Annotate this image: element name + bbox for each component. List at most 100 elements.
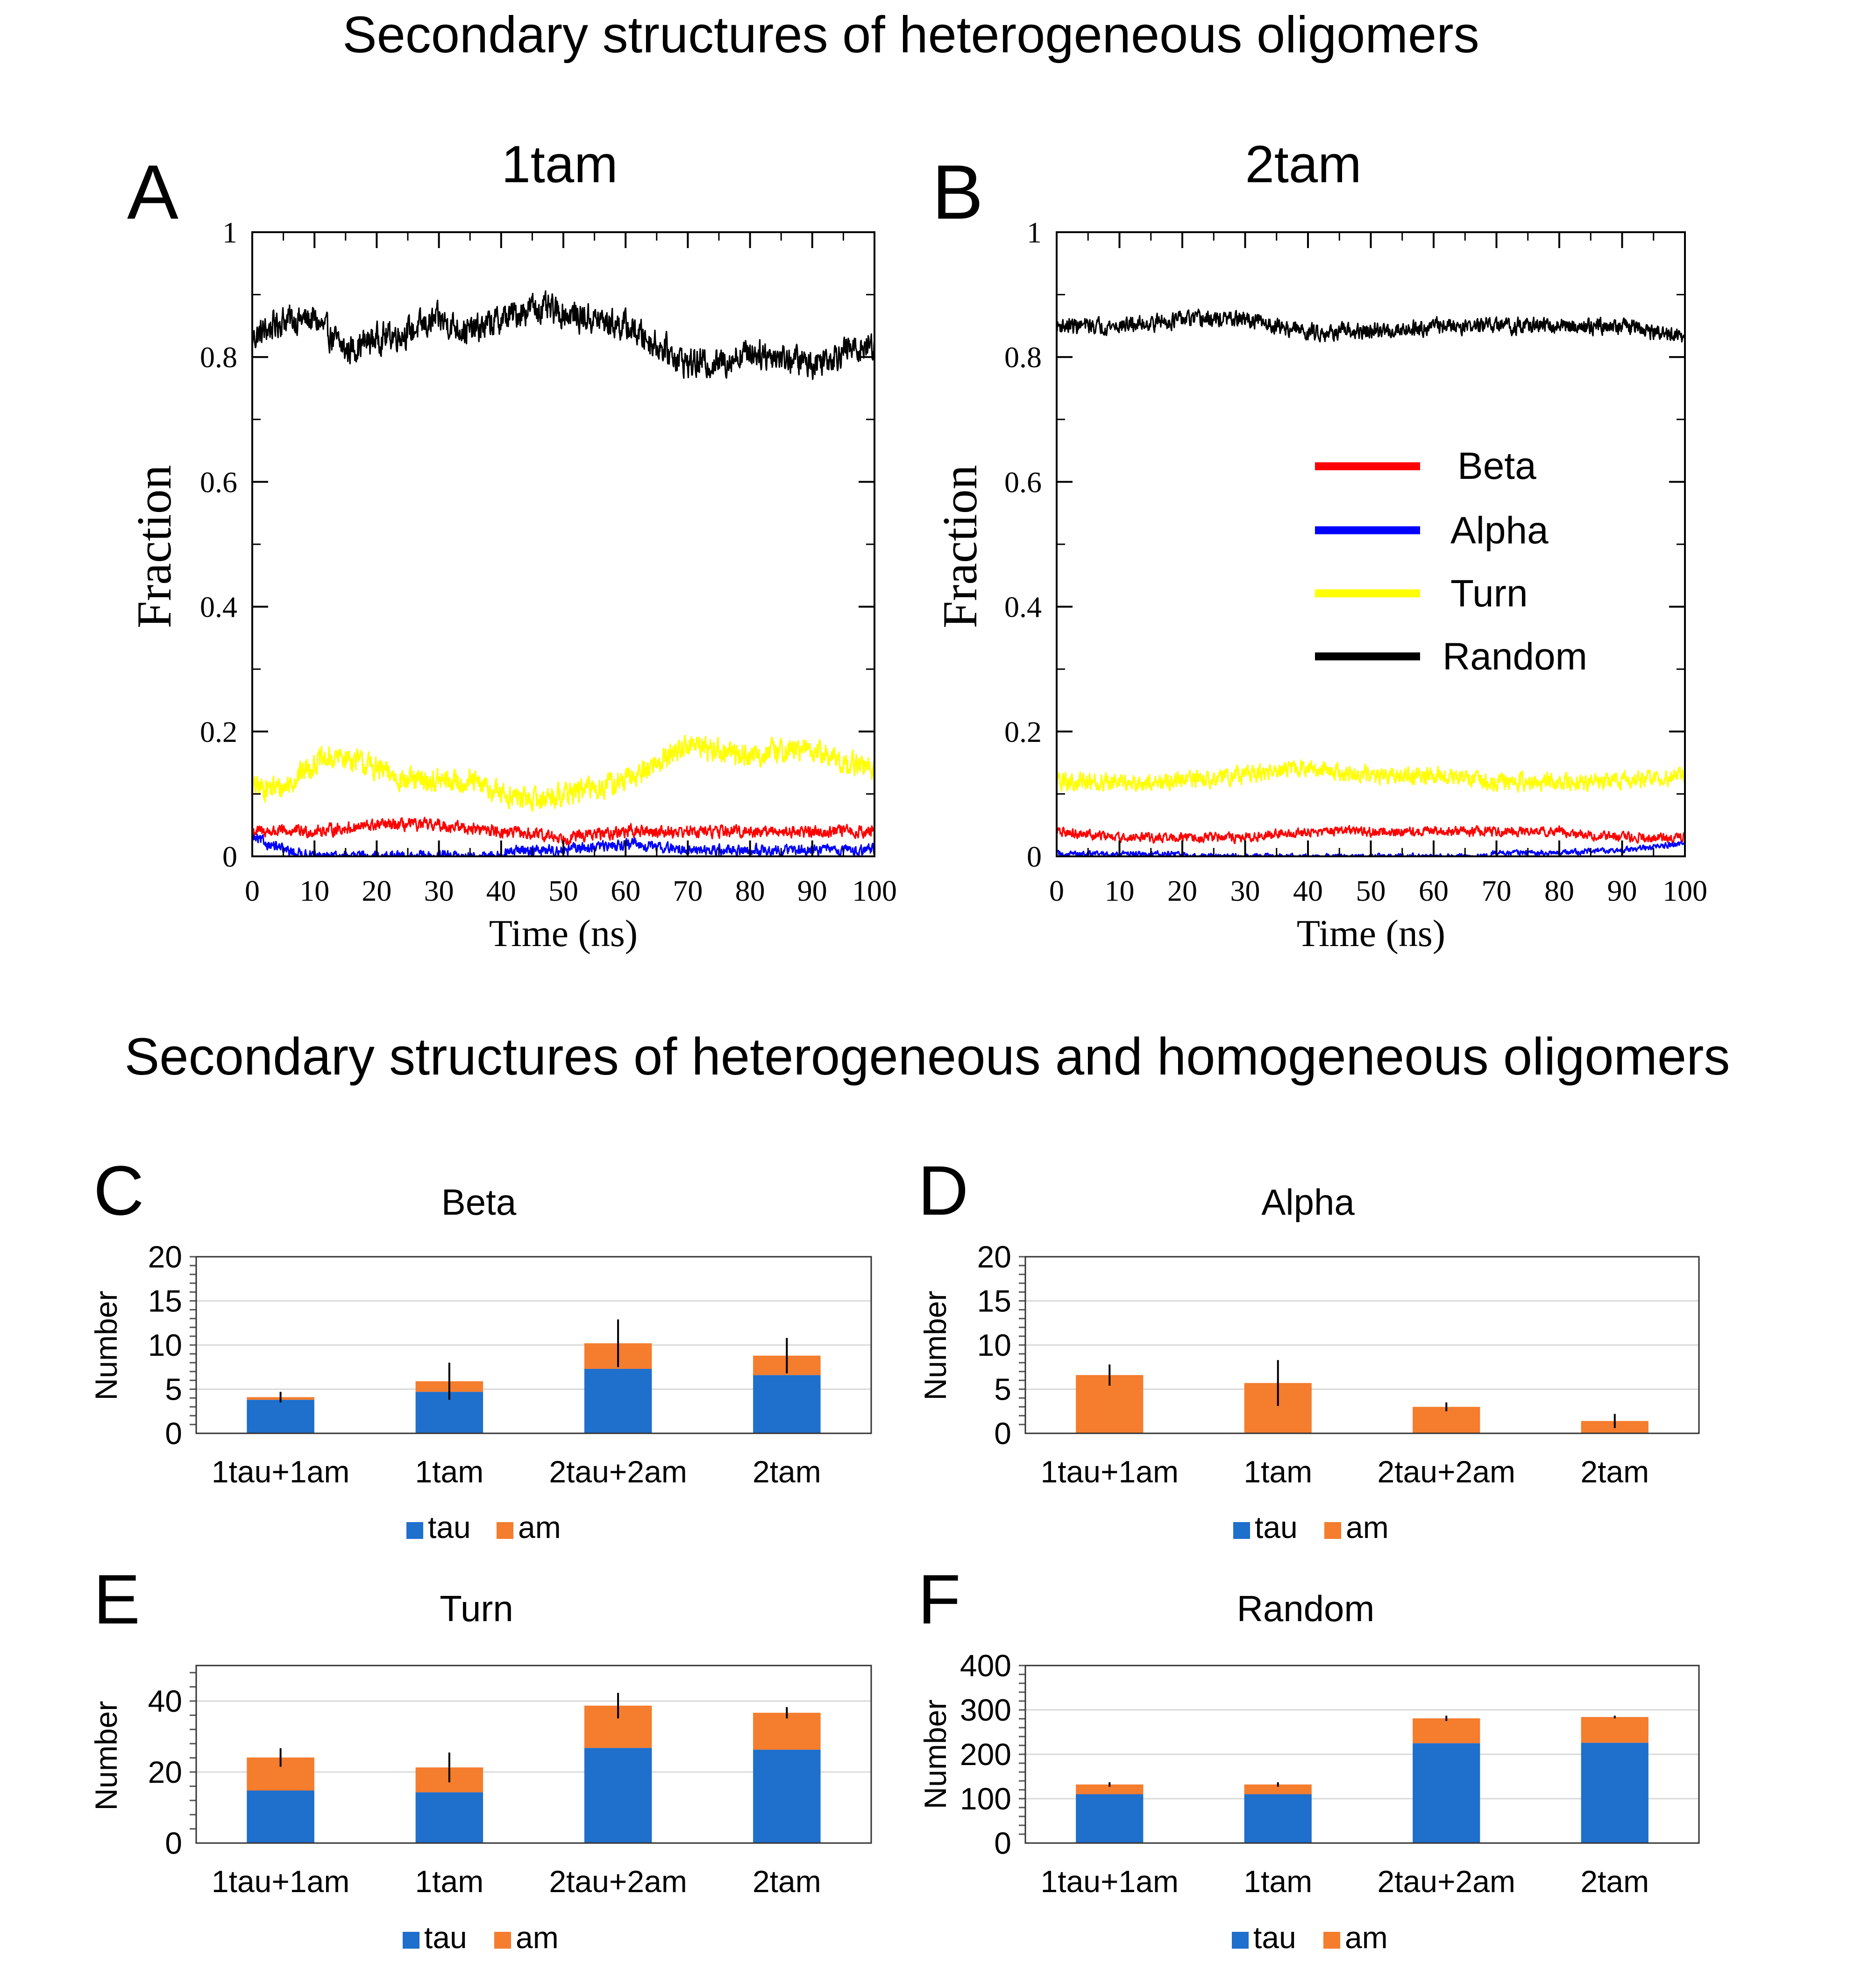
panel-e-frame: [195, 1665, 872, 1844]
panel-letter-b: B: [932, 149, 983, 235]
panel-letter-a: A: [127, 149, 178, 235]
panel-a: A 1tam 0 10 20 30 40 50 60 70 80 90 100 0 0.2 0.4 0.6 0…: [127, 135, 897, 954]
panel-f-bar-am: [1076, 1784, 1144, 1794]
panel-b-y-tick-label: 0: [1027, 840, 1042, 873]
panel-d-legend-tau-swatch: [1233, 1522, 1250, 1539]
panel-b-title: 2tam: [1245, 135, 1362, 193]
top-heading: Secondary structures of heterogeneous ol…: [342, 6, 1479, 64]
panel-b-y-axis-label: Fraction: [932, 465, 987, 628]
panel-f-title: Random: [1237, 1588, 1375, 1629]
panel-b-y-tick-label: 0.8: [1004, 341, 1042, 374]
panel-d-category-label: 2tam: [1580, 1454, 1649, 1489]
panel-f-legend-tau-label: tau: [1253, 1920, 1296, 1955]
panel-d-y-tick-label: 15: [977, 1284, 1011, 1318]
panel-a-x-tick-label: 10: [299, 874, 329, 907]
panel-a-series-turn: [251, 734, 875, 812]
panel-c-frame: [195, 1256, 872, 1434]
panel-e-legend-am-label: am: [516, 1920, 559, 1955]
panel-c-bar-tau: [753, 1375, 821, 1433]
panel-a-x-tick-label: 60: [611, 874, 640, 907]
panel-c-legend-am-swatch: [497, 1522, 513, 1539]
panel-d-category-label: 1tau+1am: [1041, 1454, 1179, 1489]
panel-a-x-tick-label: 30: [424, 874, 454, 907]
panel-b-series-random: [1056, 308, 1686, 343]
panel-f-y-tick-label: 100: [960, 1781, 1011, 1816]
panel-c-y-tick-label: 5: [165, 1372, 182, 1407]
panel-f-y-tick-label: 300: [960, 1693, 1011, 1727]
panel-b-x-tick-label: 10: [1105, 874, 1135, 907]
panel-letter-d: D: [918, 1151, 968, 1230]
panel-a-y-axis-label: Fraction: [127, 465, 181, 628]
panel-f-y-axis-label: Number: [918, 1700, 952, 1809]
legend-random-label: Random: [1443, 635, 1587, 678]
panel-d-title: Alpha: [1261, 1182, 1355, 1223]
panel-f-category-label: 1tau+1am: [1041, 1864, 1179, 1899]
panel-a-x-tick-label: 40: [486, 874, 516, 907]
panel-a-y-tick-label: 0.2: [200, 715, 237, 748]
panel-e-bar-tau: [415, 1792, 483, 1843]
legend-turn-label: Turn: [1450, 572, 1528, 615]
panel-e-bar-tau: [753, 1750, 821, 1843]
panel-a-x-tick-label: 20: [362, 874, 391, 907]
panel-d-y-tick-label: 20: [977, 1239, 1011, 1274]
panel-b-x-tick-label: 90: [1607, 874, 1637, 907]
bottom-heading: Secondary structures of heterogeneous an…: [125, 1027, 1730, 1086]
panel-c-bar-tau: [247, 1400, 314, 1433]
panel-b-x-tick-label: 0: [1049, 874, 1064, 907]
panel-f-y-tick-label: 200: [960, 1737, 1011, 1772]
panel-c-legend-am-label: am: [518, 1510, 561, 1545]
panel-d-y-tick-label: 0: [994, 1416, 1011, 1451]
panel-e-category-label: 2tau+2am: [549, 1864, 687, 1899]
panel-a-x-tick-label: 0: [245, 874, 260, 907]
panel-b-x-tick-label: 100: [1663, 874, 1707, 907]
panel-a-series-beta: [251, 817, 875, 846]
panel-f-bar-tau: [1076, 1794, 1144, 1843]
panel-e-y-tick-label: 0: [165, 1826, 182, 1860]
panel-b-y-tick-label: 0.4: [1004, 591, 1042, 624]
panel-b-series-turn: [1056, 759, 1686, 793]
panel-f-category-label: 2tam: [1580, 1864, 1649, 1899]
panel-d-legend-am-label: am: [1346, 1510, 1389, 1545]
panel-f-bar-tau: [1581, 1743, 1649, 1843]
panel-c-category-label: 2tau+2am: [549, 1454, 687, 1489]
panel-c-y-tick-label: 10: [148, 1328, 182, 1362]
panel-a-y-tick-label: 0.4: [200, 591, 237, 624]
panel-c-legend-tau-label: tau: [428, 1510, 471, 1545]
panel-c-y-tick-label: 20: [148, 1239, 182, 1274]
panel-e-category-label: 2tam: [753, 1864, 821, 1899]
panel-e: E Turn 0 20 40 1tau+1am 1tam 2tau+2am 2tam Num…: [89, 1560, 872, 1955]
panel-c-title: Beta: [441, 1182, 517, 1223]
panel-c-y-axis-label: Number: [89, 1291, 123, 1401]
panel-f-bar-am: [1413, 1718, 1480, 1744]
panel-f-bar-am: [1244, 1784, 1312, 1794]
panel-c-legend-tau-swatch: [406, 1522, 423, 1539]
panel-e-bar-am: [753, 1713, 821, 1750]
panel-b-y-tick-label: 1: [1027, 216, 1042, 249]
panel-e-y-axis-label: Number: [89, 1701, 123, 1811]
panel-f-legend-am-swatch: [1323, 1932, 1340, 1949]
panel-a-title: 1tam: [502, 135, 618, 193]
panel-f-legend-am-label: am: [1345, 1920, 1388, 1955]
panel-a-x-tick-label: 70: [673, 874, 703, 907]
panel-f-bar-am: [1581, 1717, 1649, 1743]
panel-d-legend-am-swatch: [1324, 1522, 1341, 1539]
panel-a-y-tick-label: 0.8: [200, 341, 237, 374]
panel-f: F Random 0 100 200 300 400 1tau+1am 1tam 2tau+2…: [918, 1560, 1700, 1955]
panel-a-y-tick-label: 0.6: [200, 465, 237, 498]
panel-letter-c: C: [93, 1151, 144, 1230]
panel-d-y-tick-label: 5: [994, 1372, 1011, 1407]
panel-c-category-label: 2tam: [753, 1454, 821, 1489]
panel-letter-f: F: [918, 1560, 961, 1638]
panel-b-x-tick-label: 40: [1293, 874, 1323, 907]
panel-b-x-tick-label: 60: [1419, 874, 1449, 907]
panel-d: D Alpha 0 5 10 15 20 1tau+1am 1tam 2tau+2am 2tam…: [918, 1151, 1700, 1545]
panel-f-y-tick-label: 0: [994, 1826, 1011, 1860]
panel-f-y-tick-label: 400: [960, 1648, 1011, 1683]
panel-e-legend-tau-label: tau: [424, 1920, 467, 1955]
panel-f-legend-tau-swatch: [1232, 1932, 1249, 1949]
panel-b-x-tick-label: 30: [1230, 874, 1260, 907]
panel-b-x-tick-label: 70: [1482, 874, 1512, 907]
panel-b-y-tick-label: 0.2: [1004, 715, 1042, 748]
panel-f-frame: [1024, 1665, 1700, 1844]
